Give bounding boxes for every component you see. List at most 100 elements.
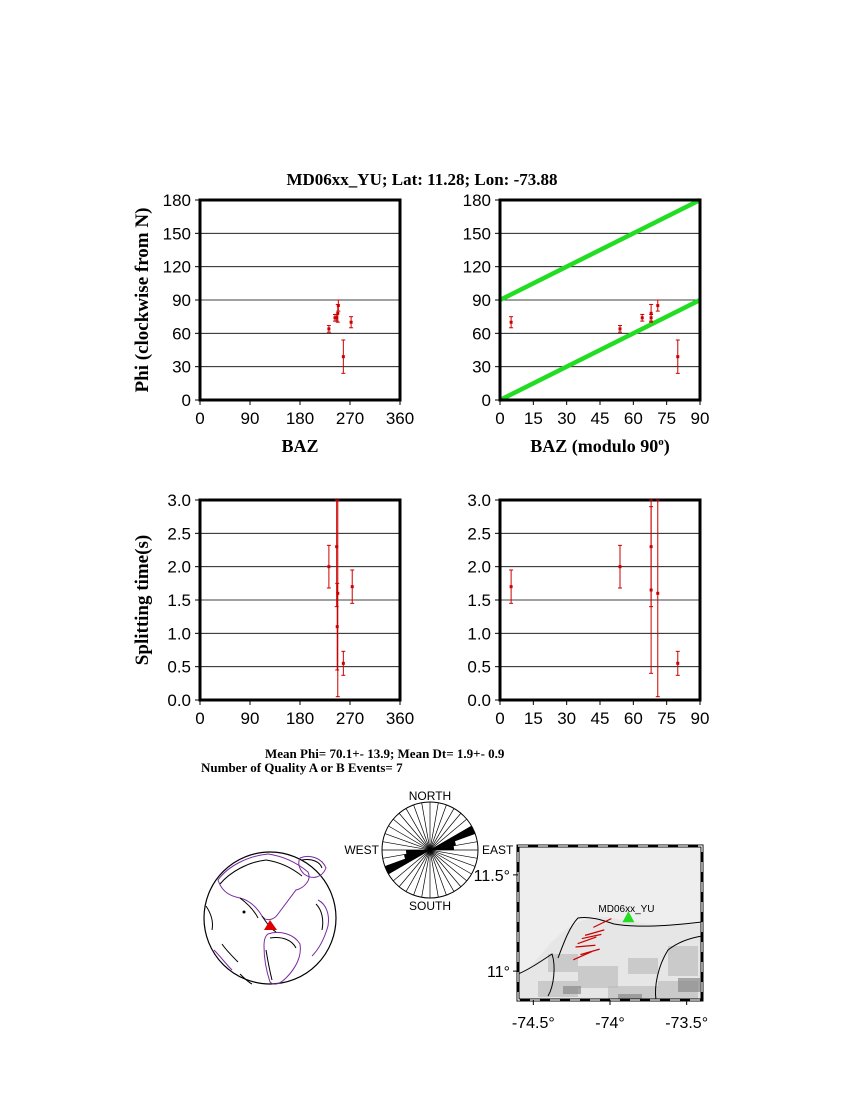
fit-line <box>498 297 702 403</box>
y-tick-label: 3.0 <box>467 491 491 510</box>
y-tick-label: 2.0 <box>167 558 191 577</box>
event-count-text: Number of Quality A or B Events= 7 <box>201 760 403 775</box>
x-tick-label: 30 <box>557 709 576 728</box>
rose-sector <box>430 826 476 850</box>
phi-vs-baz-mod90-panel: 0 15 30 45 60 75 90 0 30 60 90 120 150 180 BAZ (modulo… <box>463 191 710 457</box>
x-tick-label: 30 <box>557 409 576 428</box>
map-terrain-shade <box>548 954 578 972</box>
rose-spoke <box>421 802 439 898</box>
x-axis-label-sup: o <box>658 436 664 448</box>
map-coastline <box>557 917 703 959</box>
y-tick-label: 90 <box>472 291 491 310</box>
data-point <box>649 311 653 315</box>
y-tick-label: 2.0 <box>467 558 491 577</box>
x-tick-label: 60 <box>624 409 643 428</box>
x-tick-label: 180 <box>286 709 314 728</box>
map-terrain-shade <box>628 958 658 974</box>
y-tick-label: 2.5 <box>167 524 191 543</box>
data-point <box>509 320 513 324</box>
data-point <box>656 304 660 308</box>
rose-diagram: NORTH SOUTH EAST WEST <box>344 789 514 913</box>
globe-outline <box>203 851 337 985</box>
dt-vs-baz-mod90-panel: 0 15 30 45 60 75 90 0.0 0.5 1.0 1.5 2.0 2.5 3.0 <box>467 491 709 728</box>
y-tick-label: 0.5 <box>167 658 191 677</box>
y-tick-label: 120 <box>463 258 491 277</box>
y-tick-label: 90 <box>172 291 191 310</box>
station-label: MD06xx_YU <box>598 904 654 915</box>
data-point <box>335 316 339 320</box>
data-point <box>509 585 513 589</box>
map-terrain-dark <box>678 978 700 992</box>
phi-vs-baz-panel: 0 90 180 270 360 0 30 60 90 120 150 180 BAZ Phi (cloc… <box>132 191 414 456</box>
splitting-bar <box>584 929 605 936</box>
splitting-bar <box>575 944 596 948</box>
x-tick-label: 45 <box>591 409 610 428</box>
x-axis-label: BAZ <box>281 436 318 456</box>
globe-inset <box>203 851 337 985</box>
figure-title: MD06xx_YU; Lat: 11.28; Lon: -73.88 <box>286 170 557 189</box>
rose-sector <box>384 850 430 874</box>
rose-outline <box>381 801 479 899</box>
splitting-bar <box>577 936 597 945</box>
data-point <box>333 316 337 320</box>
y-tick-label: 1.5 <box>467 591 491 610</box>
map-y-tick-label: 11° <box>487 964 510 981</box>
map-x-tick-label: -73.5° <box>665 1015 708 1032</box>
data-point <box>327 327 331 331</box>
rose-label-west: WEST <box>344 843 379 857</box>
y-tick-label: 0 <box>182 391 191 410</box>
data-point <box>350 585 354 589</box>
data-point <box>335 625 339 629</box>
y-tick-label: 150 <box>463 224 491 243</box>
y-tick-label: 180 <box>163 191 191 210</box>
x-tick-label: 45 <box>591 709 610 728</box>
y-tick-label: 0.0 <box>167 691 191 710</box>
data-point <box>676 661 680 665</box>
x-tick-label: 270 <box>336 709 364 728</box>
dt-vs-baz-panel: 0 90 180 270 360 0.0 0.5 1.0 1.5 2.0 2.5 3.0 Splitti… <box>132 491 414 728</box>
globe-pole-dot <box>242 910 246 914</box>
data-point <box>336 304 340 308</box>
splitting-bar <box>573 951 592 961</box>
splitting-bar <box>593 918 612 928</box>
data-point <box>327 565 331 569</box>
y-tick-label: 60 <box>172 324 191 343</box>
x-tick-label: 0 <box>195 409 204 428</box>
map-border <box>655 935 703 1001</box>
y-tick-label: 1.0 <box>467 624 491 643</box>
x-tick-label: 180 <box>286 409 314 428</box>
x-axis-label: BAZ (modulo 90o) <box>530 436 670 457</box>
x-tick-label: 360 <box>386 709 414 728</box>
data-point <box>618 565 622 569</box>
data-point <box>649 588 653 592</box>
station-marker <box>622 911 635 923</box>
map-coastline-west <box>517 953 555 997</box>
x-tick-label: 75 <box>657 409 676 428</box>
data-point <box>640 316 644 320</box>
y-tick-label: 1.5 <box>167 591 191 610</box>
x-tick-label: 60 <box>624 709 643 728</box>
globe-station-marker <box>264 920 277 930</box>
regional-map: MD06xx_YU -74.5° -74° -73.5° 11.5° 11° <box>474 844 708 1032</box>
data-point <box>336 311 340 315</box>
map-x-tick-label: -74.5° <box>512 1015 555 1032</box>
x-tick-label: 90 <box>241 709 260 728</box>
fit-line <box>498 197 702 303</box>
x-axis-label-suffix: ) <box>664 436 670 457</box>
map-terrain-shade <box>668 946 698 976</box>
y-axis-label: Phi (clockwise from N) <box>132 208 153 393</box>
x-tick-label: 270 <box>336 409 364 428</box>
y-tick-label: 30 <box>172 358 191 377</box>
y-tick-label: 1.0 <box>167 624 191 643</box>
y-tick-label: 180 <box>463 191 491 210</box>
x-tick-label: 90 <box>691 409 710 428</box>
globe-coastlines <box>205 853 329 985</box>
x-tick-label: 90 <box>241 409 260 428</box>
x-tick-label: 75 <box>657 709 676 728</box>
data-point <box>618 327 622 331</box>
map-sea <box>518 846 702 974</box>
data-point <box>349 320 353 324</box>
data-point <box>341 661 345 665</box>
y-tick-label: 0.0 <box>467 691 491 710</box>
map-terrain-dark <box>563 986 581 994</box>
